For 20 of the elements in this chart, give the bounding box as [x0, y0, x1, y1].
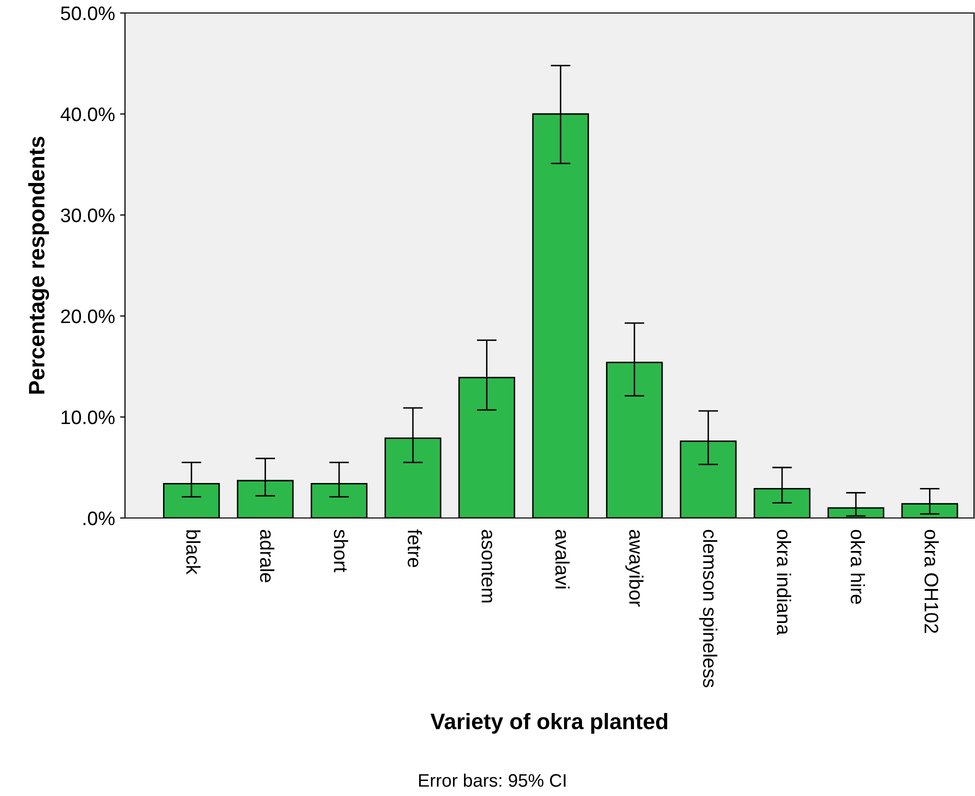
- x-tick-label: okra indiana: [776, 530, 792, 636]
- x-tick-label: awayibor: [625, 530, 644, 607]
- y-tick-label: 30.0%: [60, 208, 115, 222]
- y-tick-label: 50.0%: [60, 6, 115, 20]
- x-tick-label: fetre: [408, 529, 422, 568]
- x-tick-label: okra hire: [850, 530, 865, 604]
- text: Error bars: 95% CI: [419, 774, 566, 787]
- y-axis-title: Percentage respondents: [28, 136, 50, 394]
- x-tick-label: asontem: [482, 530, 494, 602]
- x-tick-label: short: [334, 530, 348, 572]
- y-tick-label: 10.0%: [62, 410, 115, 424]
- y-tick-label: 40.0%: [60, 107, 115, 122]
- x-axis-title: Variety of okra planted: [430, 712, 668, 734]
- x-tick-label: okra OH102: [924, 530, 939, 633]
- x-tick-label: clemson spineless: [699, 530, 718, 688]
- y-tick-label: .0%: [84, 511, 115, 526]
- x-tick-label: adrale: [260, 530, 274, 582]
- x-tick-label: black: [186, 530, 201, 575]
- x-tick-label: avalavi: [555, 530, 570, 588]
- y-tick-label: 20.0%: [61, 309, 115, 324]
